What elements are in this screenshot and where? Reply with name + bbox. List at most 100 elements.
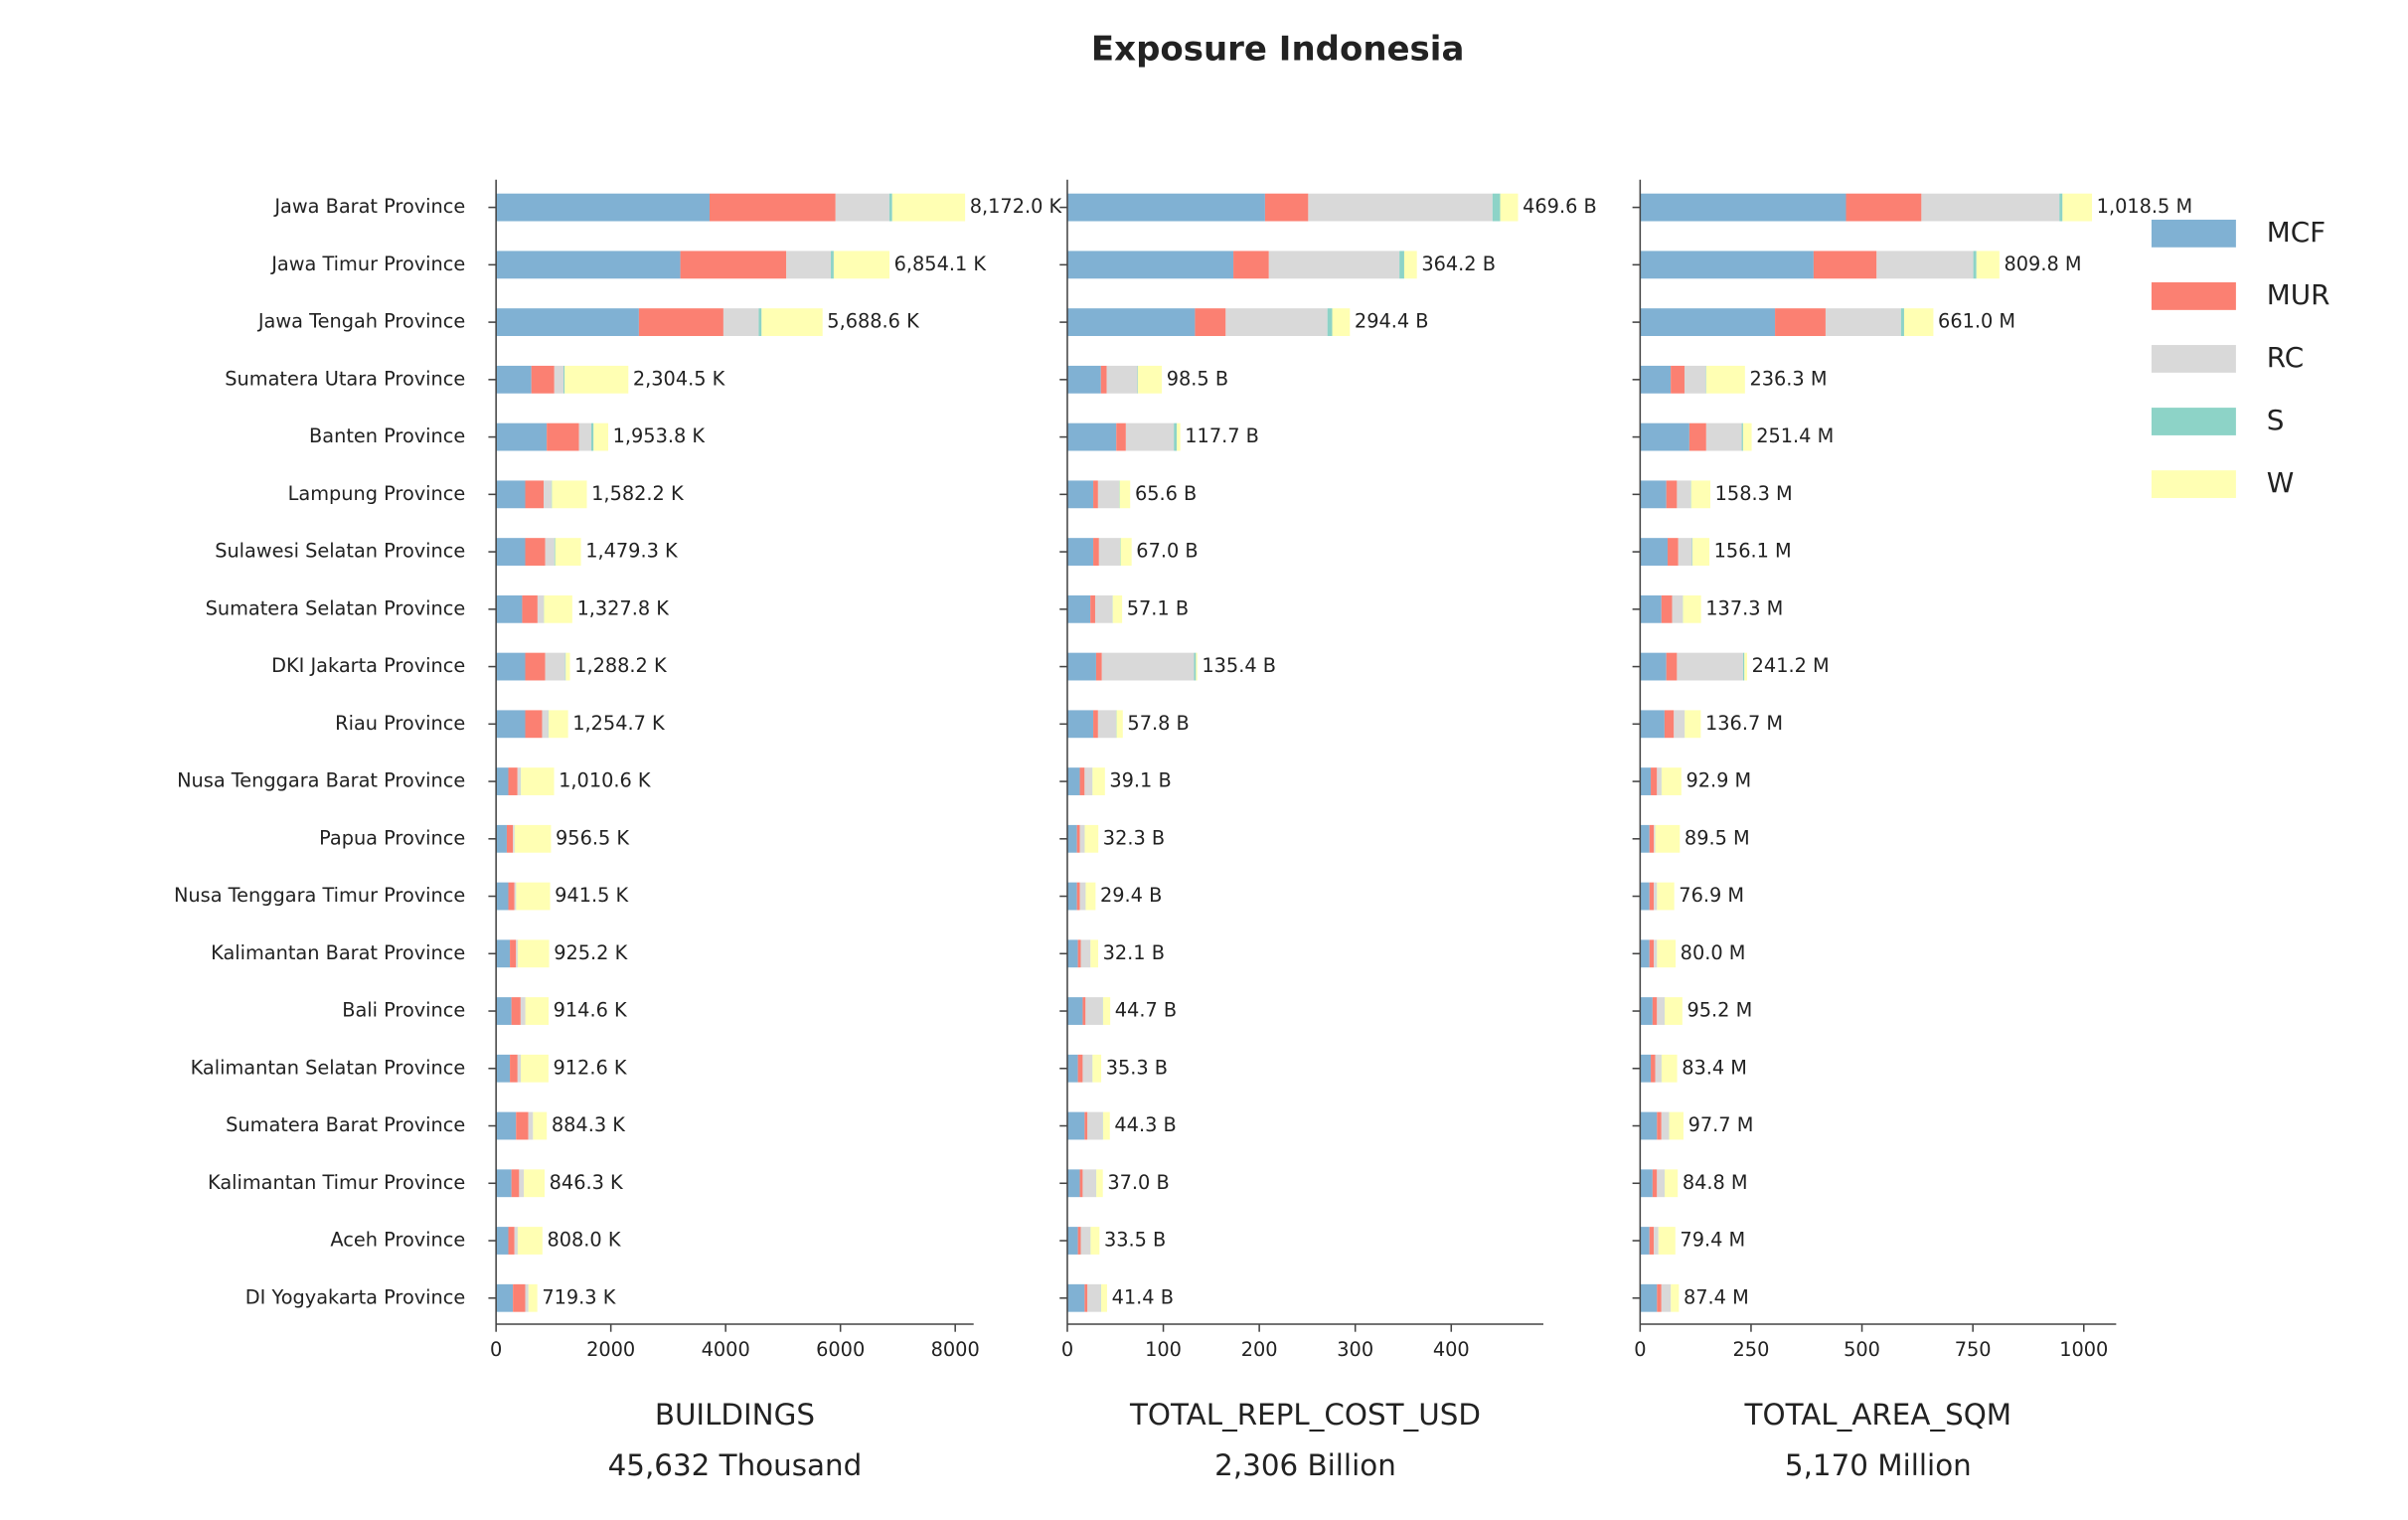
bar-segment xyxy=(1090,939,1098,968)
bar-segment xyxy=(514,882,517,911)
bar-segment xyxy=(520,997,526,1025)
bar-segment xyxy=(531,365,555,394)
bar-segment xyxy=(1079,1169,1083,1198)
bar-segment xyxy=(1087,1283,1101,1312)
bar-segment xyxy=(554,365,564,394)
bar-segment xyxy=(835,193,889,222)
bar-segment xyxy=(496,193,710,222)
bar-segment xyxy=(1640,882,1650,911)
total-label: 44.3 B xyxy=(1114,1113,1176,1136)
bar-segment xyxy=(1813,251,1877,279)
bar-segment xyxy=(1903,308,1934,337)
total-label: 76.9 M xyxy=(1679,884,1744,907)
total-label: 1,254.7 K xyxy=(572,712,666,735)
bar-segment xyxy=(496,997,512,1025)
total-label: 1,479.3 K xyxy=(585,540,679,563)
bar-segment xyxy=(1688,422,1706,451)
bar-segment xyxy=(1332,308,1351,337)
bar-segment xyxy=(1921,193,2060,222)
bar-segment xyxy=(709,193,836,222)
bar-segment xyxy=(722,308,759,337)
x-axis-label: TOTAL_AREA_SQM xyxy=(1744,1398,2012,1432)
bar-segment xyxy=(1654,1227,1659,1255)
bar-segment xyxy=(1093,538,1099,566)
bar-segment xyxy=(1066,824,1077,853)
total-label: 956.5 K xyxy=(556,826,630,849)
bar-segment xyxy=(547,422,579,451)
bar-segment xyxy=(1651,767,1658,795)
total-label: 661.0 M xyxy=(1938,310,2015,333)
x-tick-label: 0 xyxy=(490,1338,502,1361)
bar-segment xyxy=(1775,308,1826,337)
bar-segment xyxy=(786,251,832,279)
bar-segment xyxy=(2062,193,2093,222)
bar-segment xyxy=(1112,594,1123,623)
bar-segment xyxy=(1640,1283,1658,1312)
total-label: 84.8 M xyxy=(1683,1171,1748,1194)
bar-segment xyxy=(496,1111,517,1140)
bar-segment xyxy=(1678,538,1692,566)
bar-segment xyxy=(1066,422,1117,451)
y-tick-label: Jawa Barat Province xyxy=(273,195,465,218)
bar-segment xyxy=(1077,1227,1081,1255)
bar-segment xyxy=(1666,652,1678,681)
bar-segment xyxy=(496,1283,514,1312)
bar-segment xyxy=(1090,1227,1100,1255)
bar-segment xyxy=(508,1227,515,1255)
bar-segment xyxy=(1066,652,1096,681)
bar-segment xyxy=(1640,308,1776,337)
bar-segment xyxy=(1652,997,1658,1025)
bar-segment xyxy=(1846,193,1922,222)
bar-segment xyxy=(1066,997,1083,1025)
bar-segment xyxy=(1177,422,1181,451)
total-label: 67.0 B xyxy=(1136,540,1198,563)
bar-segment xyxy=(552,480,587,509)
total-label: 914.6 K xyxy=(554,999,628,1022)
bar-segment xyxy=(1683,594,1701,623)
total-label: 912.6 K xyxy=(553,1056,627,1079)
bar-segment xyxy=(1657,939,1677,968)
bar-segment xyxy=(1640,939,1650,968)
bar-segment xyxy=(517,1227,543,1255)
total-label: 1,953.8 K xyxy=(613,424,707,447)
bar-segment xyxy=(1674,710,1685,739)
bar-segment xyxy=(1677,652,1743,681)
bar-segment xyxy=(555,538,581,566)
x-axis-sublabel: 45,632 Thousand xyxy=(608,1448,863,1482)
bar-segment xyxy=(1640,1054,1652,1083)
total-label: 135.4 B xyxy=(1202,654,1276,677)
bar-segment xyxy=(1684,365,1706,394)
total-label: 236.3 M xyxy=(1749,367,1827,390)
bar-segment xyxy=(1661,1283,1672,1312)
bar-segment xyxy=(1640,480,1667,509)
bar-segment xyxy=(496,251,681,279)
y-tick-label: Jawa Tengah Province xyxy=(257,310,465,333)
bar-segment xyxy=(496,824,507,853)
bar-segment xyxy=(1268,251,1400,279)
chart-title: Exposure Indonesia xyxy=(1091,29,1464,69)
total-label: 241.2 M xyxy=(1752,654,1830,677)
y-tick-label: Nusa Tenggara Timur Province xyxy=(174,884,465,907)
bar-segment xyxy=(1658,1227,1676,1255)
bar-segment xyxy=(525,997,549,1025)
total-label: 32.1 B xyxy=(1103,941,1165,964)
bar-segment xyxy=(1066,1111,1085,1140)
bar-segment xyxy=(1308,193,1493,222)
y-tick-label: Bali Province xyxy=(342,999,465,1022)
bar-segment xyxy=(1649,939,1655,968)
bar-segment xyxy=(517,939,550,968)
bar-segment xyxy=(1066,538,1094,566)
bar-segment xyxy=(1876,251,1974,279)
y-tick-label: Nusa Tenggara Barat Province xyxy=(177,769,465,792)
bar-segment xyxy=(1640,1169,1653,1198)
bar-segment xyxy=(1666,480,1678,509)
bar-segment xyxy=(1825,308,1901,337)
total-label: 158.3 M xyxy=(1715,482,1793,505)
bar-segment xyxy=(496,480,526,509)
x-axis-label: BUILDINGS xyxy=(655,1398,815,1432)
bar-segment xyxy=(496,1169,512,1198)
bar-segment xyxy=(1066,1283,1085,1312)
total-label: 44.7 B xyxy=(1115,999,1177,1022)
bar-segment xyxy=(525,480,545,509)
